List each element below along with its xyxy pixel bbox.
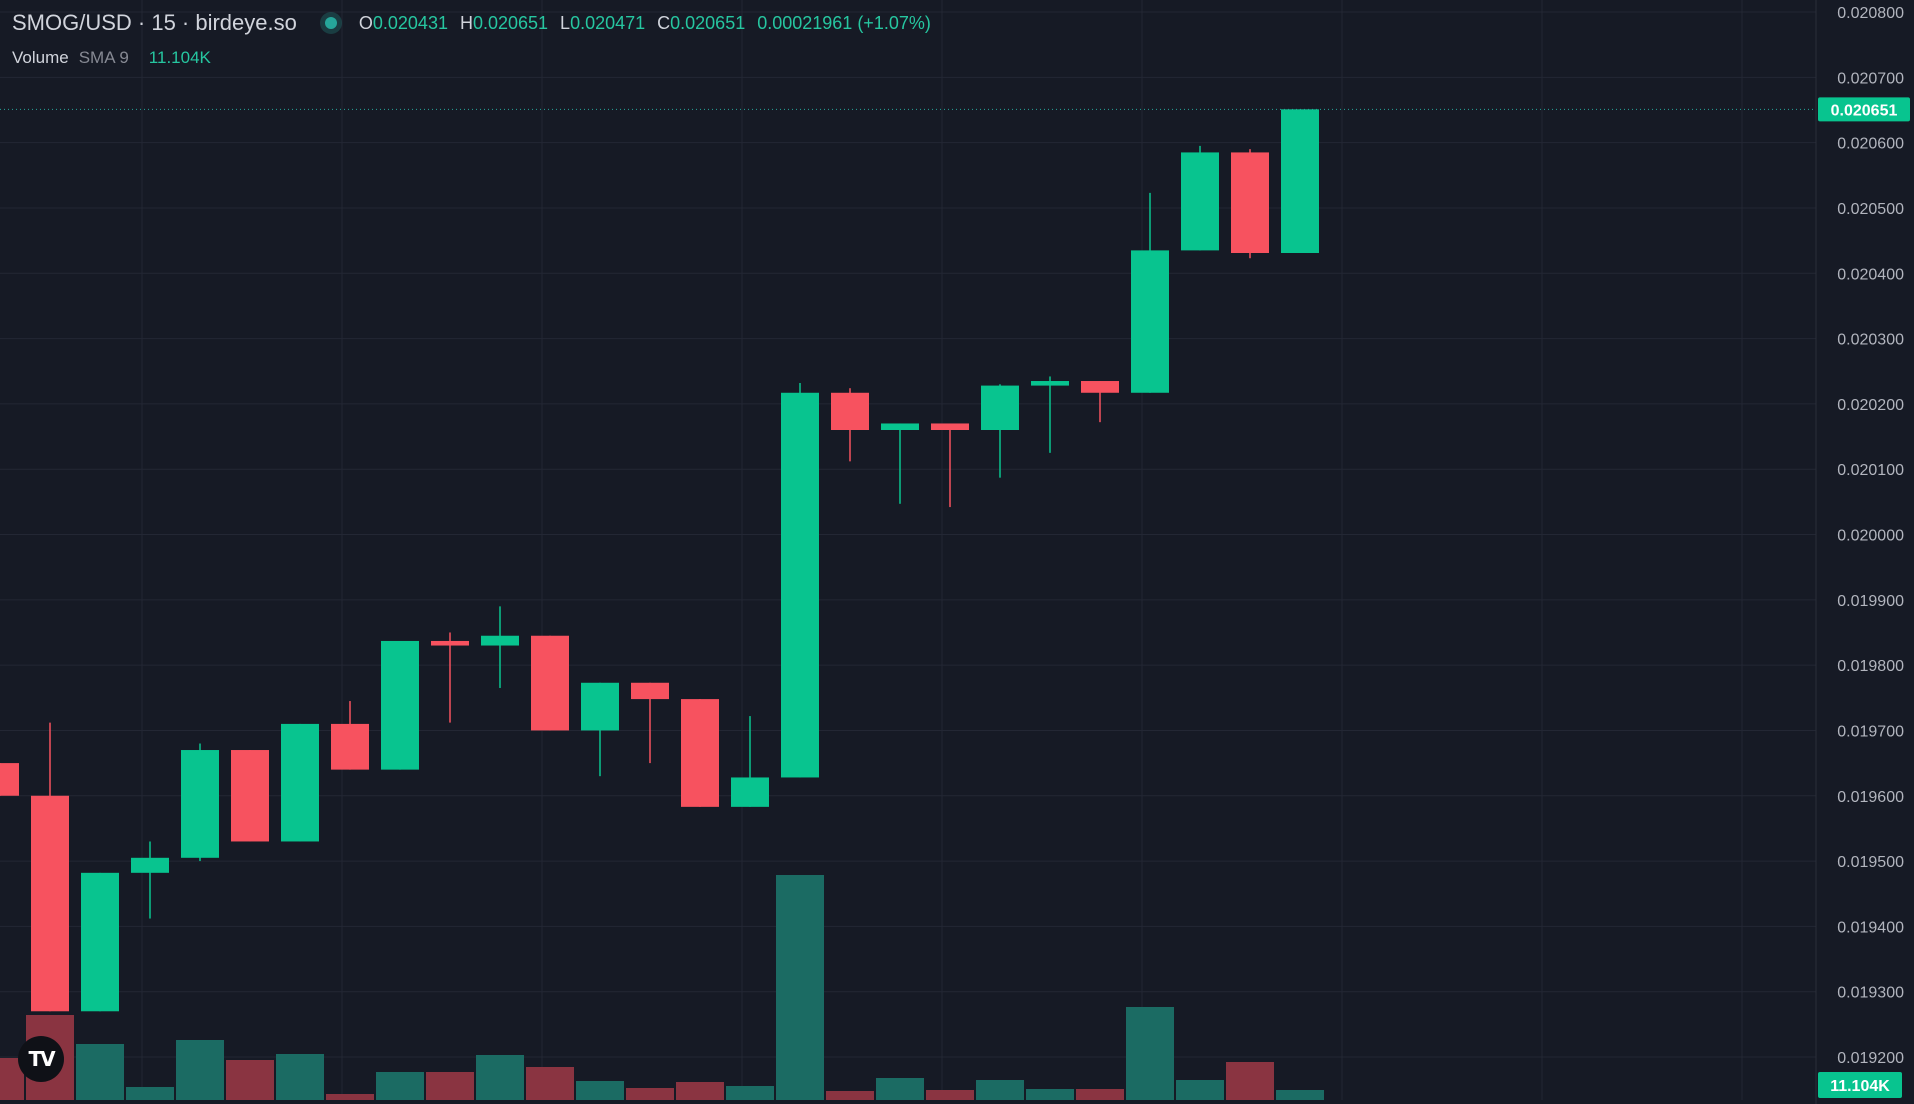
volume-bar: [526, 1067, 574, 1100]
high-label: H: [459, 12, 473, 33]
candle-body: [581, 682, 619, 731]
candle-body: [131, 857, 169, 873]
volume-bar: [1076, 1089, 1124, 1100]
candle-body: [1081, 381, 1119, 393]
candle-body: [981, 385, 1019, 430]
candle-body: [0, 763, 19, 796]
change-value: 0.00021961 (+1.07%): [757, 12, 931, 33]
candle-body: [31, 795, 69, 1012]
volume-bar: [726, 1086, 774, 1100]
volume-sma-label: SMA 9: [78, 48, 129, 67]
candle-body: [281, 723, 319, 842]
candle-body: [1131, 250, 1169, 393]
volume-label: Volume: [12, 48, 69, 67]
y-axis-tick-label: 0.019400: [1837, 919, 1904, 936]
volume-bar: [426, 1072, 474, 1100]
volume-legend[interactable]: Volume SMA 9 11.104K: [12, 48, 211, 68]
tradingview-logo-icon[interactable]: TV: [18, 1036, 64, 1082]
volume-bars: [0, 875, 1324, 1100]
y-axis-tick-label: 0.020800: [1837, 5, 1904, 22]
volume-bar: [776, 875, 824, 1100]
candle-body: [831, 392, 869, 430]
low-label: L: [560, 12, 571, 33]
grid-lines: [0, 0, 1817, 1104]
y-axis-tick-label: 0.020100: [1837, 462, 1904, 479]
y-axis-tick-label: 0.020500: [1837, 201, 1904, 218]
y-axis-tick-label: 0.019500: [1837, 854, 1904, 871]
y-axis-tick-label: 0.020200: [1837, 397, 1904, 414]
volume-bar: [326, 1094, 374, 1100]
y-axis-tick-label: 0.020600: [1837, 136, 1904, 153]
volume-bar: [1126, 1007, 1174, 1100]
y-axis-tick-label: 0.019300: [1837, 985, 1904, 1002]
candle-body: [731, 777, 769, 807]
y-axis-tick-label: 0.019600: [1837, 789, 1904, 806]
last-price-badge-text: 0.020651: [1831, 102, 1898, 119]
open-label: O: [358, 12, 373, 33]
y-axis-tick-label: 0.019700: [1837, 723, 1904, 740]
volume-bar: [476, 1055, 524, 1100]
volume-bar: [826, 1091, 874, 1100]
low-value: 0.020471: [570, 12, 646, 33]
volume-bar: [126, 1087, 174, 1100]
volume-bar: [226, 1060, 274, 1100]
close-label: C: [657, 12, 671, 33]
candle-body: [1281, 109, 1319, 254]
candle-body: [1181, 152, 1219, 251]
candle-body: [681, 699, 719, 807]
candle-body: [531, 635, 569, 731]
candle-body: [181, 750, 219, 858]
volume-badge: 11.104K: [1818, 1072, 1902, 1098]
y-axis-tick-label: 0.020000: [1837, 528, 1904, 545]
volume-bar: [76, 1044, 124, 1100]
y-axis-tick-label: 0.020300: [1837, 332, 1904, 349]
volume-bar: [876, 1078, 924, 1100]
symbol-title[interactable]: SMOG/USD · 15 · birdeye.so: [12, 10, 297, 35]
candle-body: [81, 872, 119, 1012]
candle-body: [1031, 381, 1069, 386]
price-axis[interactable]: 0.020800 0.020700 0.020600 0.020500 0.020400…: [1837, 5, 1904, 1067]
candle-body: [881, 423, 919, 430]
volume-bar: [576, 1081, 624, 1100]
volume-bar: [1176, 1080, 1224, 1100]
candle-body: [781, 392, 819, 778]
y-axis-tick-label: 0.020400: [1837, 266, 1904, 283]
volume-bar: [376, 1072, 424, 1100]
volume-sma-value: 11.104K: [148, 48, 211, 67]
candle-body: [631, 682, 669, 700]
candle-body: [481, 635, 519, 646]
open-value: 0.020431: [372, 12, 448, 33]
volume-bar: [976, 1080, 1024, 1100]
candlesticks: [0, 109, 1319, 1012]
symbol-legend[interactable]: SMOG/USD · 15 · birdeye.so O0.020431 H0.…: [12, 10, 931, 36]
candle-body: [931, 423, 969, 430]
last-price-badge: 0.020651: [1818, 97, 1910, 122]
candle-body: [231, 750, 269, 842]
y-axis-tick-label: 0.019900: [1837, 593, 1904, 610]
volume-badge-text: 11.104K: [1830, 1078, 1890, 1095]
volume-bar: [1026, 1089, 1074, 1100]
logo-text: TV: [28, 1047, 55, 1071]
volume-bar: [1276, 1090, 1324, 1100]
candle-body: [331, 723, 369, 770]
market-status-icon: [324, 17, 337, 29]
volume-bar: [276, 1054, 324, 1100]
volume-bar: [626, 1088, 674, 1100]
volume-bar: [176, 1040, 224, 1100]
y-axis-tick-label: 0.019800: [1837, 658, 1904, 675]
volume-bar: [676, 1082, 724, 1100]
candle-body: [431, 640, 469, 646]
candle-body: [1231, 152, 1269, 254]
high-value: 0.020651: [472, 12, 549, 33]
y-axis-tick-label: 0.020700: [1837, 70, 1904, 87]
ohlc-values: O0.020431 H0.020651 L0.020471 C0.020651 …: [359, 13, 931, 34]
candle-body: [381, 640, 419, 770]
y-axis-tick-label: 0.019200: [1837, 1050, 1904, 1067]
volume-bar: [926, 1090, 974, 1100]
close-value: 0.020651: [670, 12, 746, 33]
volume-bar: [1226, 1062, 1274, 1100]
